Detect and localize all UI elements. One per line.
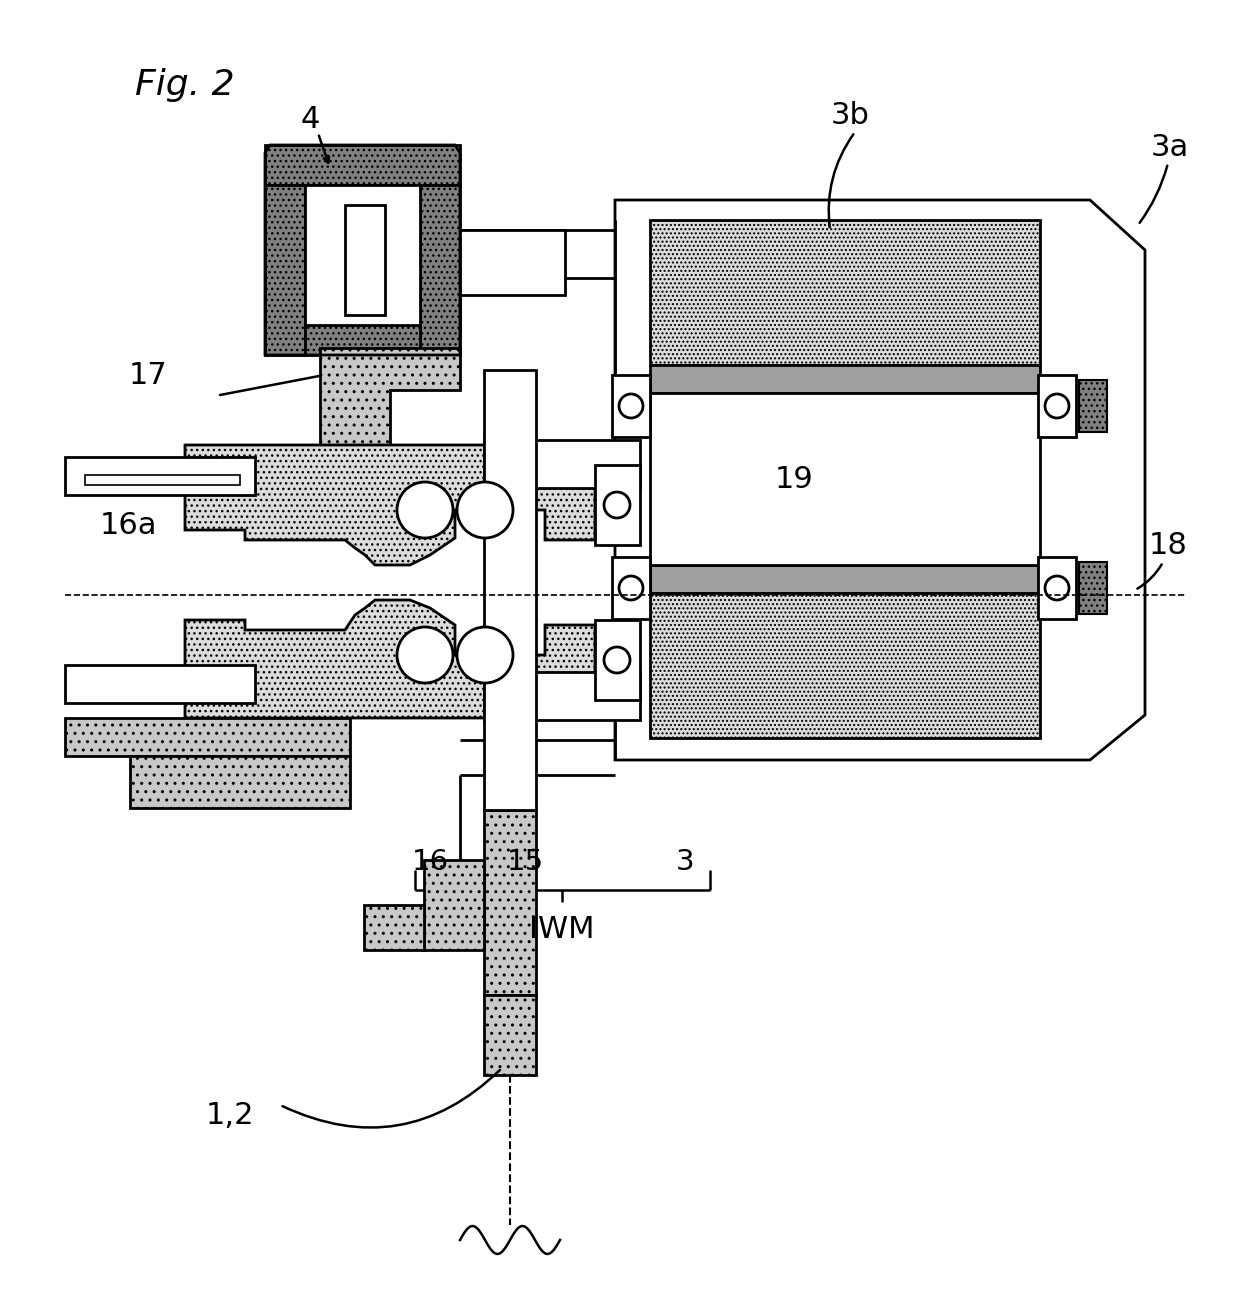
Bar <box>484 672 640 720</box>
Polygon shape <box>185 444 595 565</box>
Circle shape <box>1045 576 1069 600</box>
Circle shape <box>604 647 630 673</box>
Bar <box>305 186 420 325</box>
Text: 3b: 3b <box>831 101 869 129</box>
Text: 4: 4 <box>300 106 320 135</box>
Bar <box>130 755 350 808</box>
Bar <box>650 365 1040 393</box>
Bar <box>460 230 565 295</box>
Text: 16: 16 <box>412 848 449 876</box>
Bar <box>265 186 305 356</box>
Bar <box>1079 562 1107 614</box>
Bar <box>64 718 350 755</box>
Bar <box>64 457 255 495</box>
Circle shape <box>1045 393 1069 418</box>
Bar <box>365 904 424 950</box>
Bar <box>484 810 536 995</box>
Circle shape <box>397 627 453 684</box>
Bar <box>345 205 384 315</box>
Circle shape <box>619 576 644 600</box>
Bar <box>484 995 536 1074</box>
Text: 16a: 16a <box>100 511 157 540</box>
Bar <box>650 393 1040 565</box>
Text: 15: 15 <box>506 848 543 876</box>
Polygon shape <box>320 348 460 444</box>
Bar <box>613 375 650 437</box>
Circle shape <box>458 627 513 684</box>
Bar <box>484 370 536 810</box>
Text: 18: 18 <box>1148 531 1188 559</box>
Bar <box>595 620 640 701</box>
Bar <box>595 465 640 545</box>
Bar <box>64 665 255 703</box>
Bar <box>1038 375 1076 437</box>
Bar <box>484 440 640 488</box>
Circle shape <box>619 393 644 418</box>
Bar <box>1079 380 1107 433</box>
Polygon shape <box>615 200 1145 759</box>
Circle shape <box>397 482 453 538</box>
Bar <box>305 325 420 356</box>
Bar <box>650 593 1040 738</box>
Bar <box>650 220 1040 365</box>
Text: 17: 17 <box>129 361 167 389</box>
Circle shape <box>458 482 513 538</box>
Text: 3a: 3a <box>1151 133 1189 162</box>
Bar <box>424 860 484 950</box>
Polygon shape <box>185 600 595 718</box>
Text: Fig. 2: Fig. 2 <box>135 68 234 102</box>
Text: 1,2: 1,2 <box>206 1100 254 1129</box>
Text: 3: 3 <box>676 848 694 876</box>
Text: IWM: IWM <box>529 915 595 945</box>
Text: 19: 19 <box>775 465 813 494</box>
Bar <box>86 474 241 485</box>
Bar <box>650 565 1040 593</box>
Bar <box>613 557 650 620</box>
Circle shape <box>604 491 630 518</box>
Bar <box>265 145 460 186</box>
Bar <box>420 186 460 356</box>
Bar <box>1038 557 1076 620</box>
